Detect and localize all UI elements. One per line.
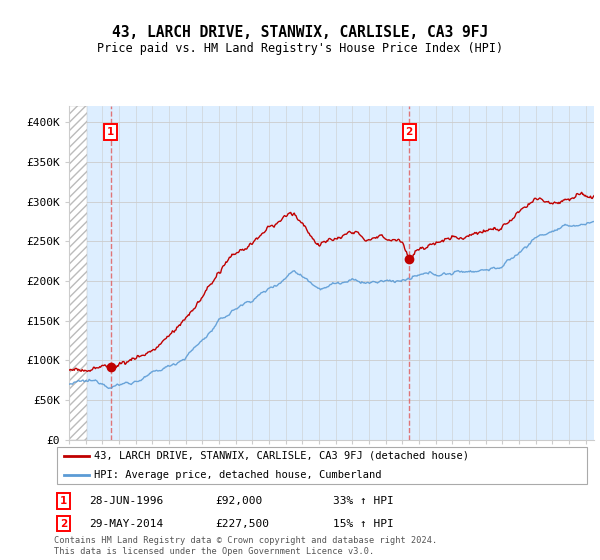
Text: 43, LARCH DRIVE, STANWIX, CARLISLE, CA3 9FJ: 43, LARCH DRIVE, STANWIX, CARLISLE, CA3 … bbox=[112, 25, 488, 40]
Text: 2: 2 bbox=[60, 519, 67, 529]
Text: 28-JUN-1996: 28-JUN-1996 bbox=[89, 496, 163, 506]
Text: Contains HM Land Registry data © Crown copyright and database right 2024.
This d: Contains HM Land Registry data © Crown c… bbox=[54, 536, 437, 556]
Text: 15% ↑ HPI: 15% ↑ HPI bbox=[333, 519, 394, 529]
Text: 1: 1 bbox=[60, 496, 67, 506]
Text: Price paid vs. HM Land Registry's House Price Index (HPI): Price paid vs. HM Land Registry's House … bbox=[97, 42, 503, 55]
Text: 2: 2 bbox=[406, 127, 413, 137]
Text: HPI: Average price, detached house, Cumberland: HPI: Average price, detached house, Cumb… bbox=[94, 470, 382, 480]
FancyBboxPatch shape bbox=[56, 447, 587, 484]
Text: 43, LARCH DRIVE, STANWIX, CARLISLE, CA3 9FJ (detached house): 43, LARCH DRIVE, STANWIX, CARLISLE, CA3 … bbox=[94, 451, 469, 461]
Text: £92,000: £92,000 bbox=[215, 496, 262, 506]
Text: £227,500: £227,500 bbox=[215, 519, 269, 529]
Text: 1: 1 bbox=[107, 127, 114, 137]
Text: 29-MAY-2014: 29-MAY-2014 bbox=[89, 519, 163, 529]
Text: 33% ↑ HPI: 33% ↑ HPI bbox=[333, 496, 394, 506]
